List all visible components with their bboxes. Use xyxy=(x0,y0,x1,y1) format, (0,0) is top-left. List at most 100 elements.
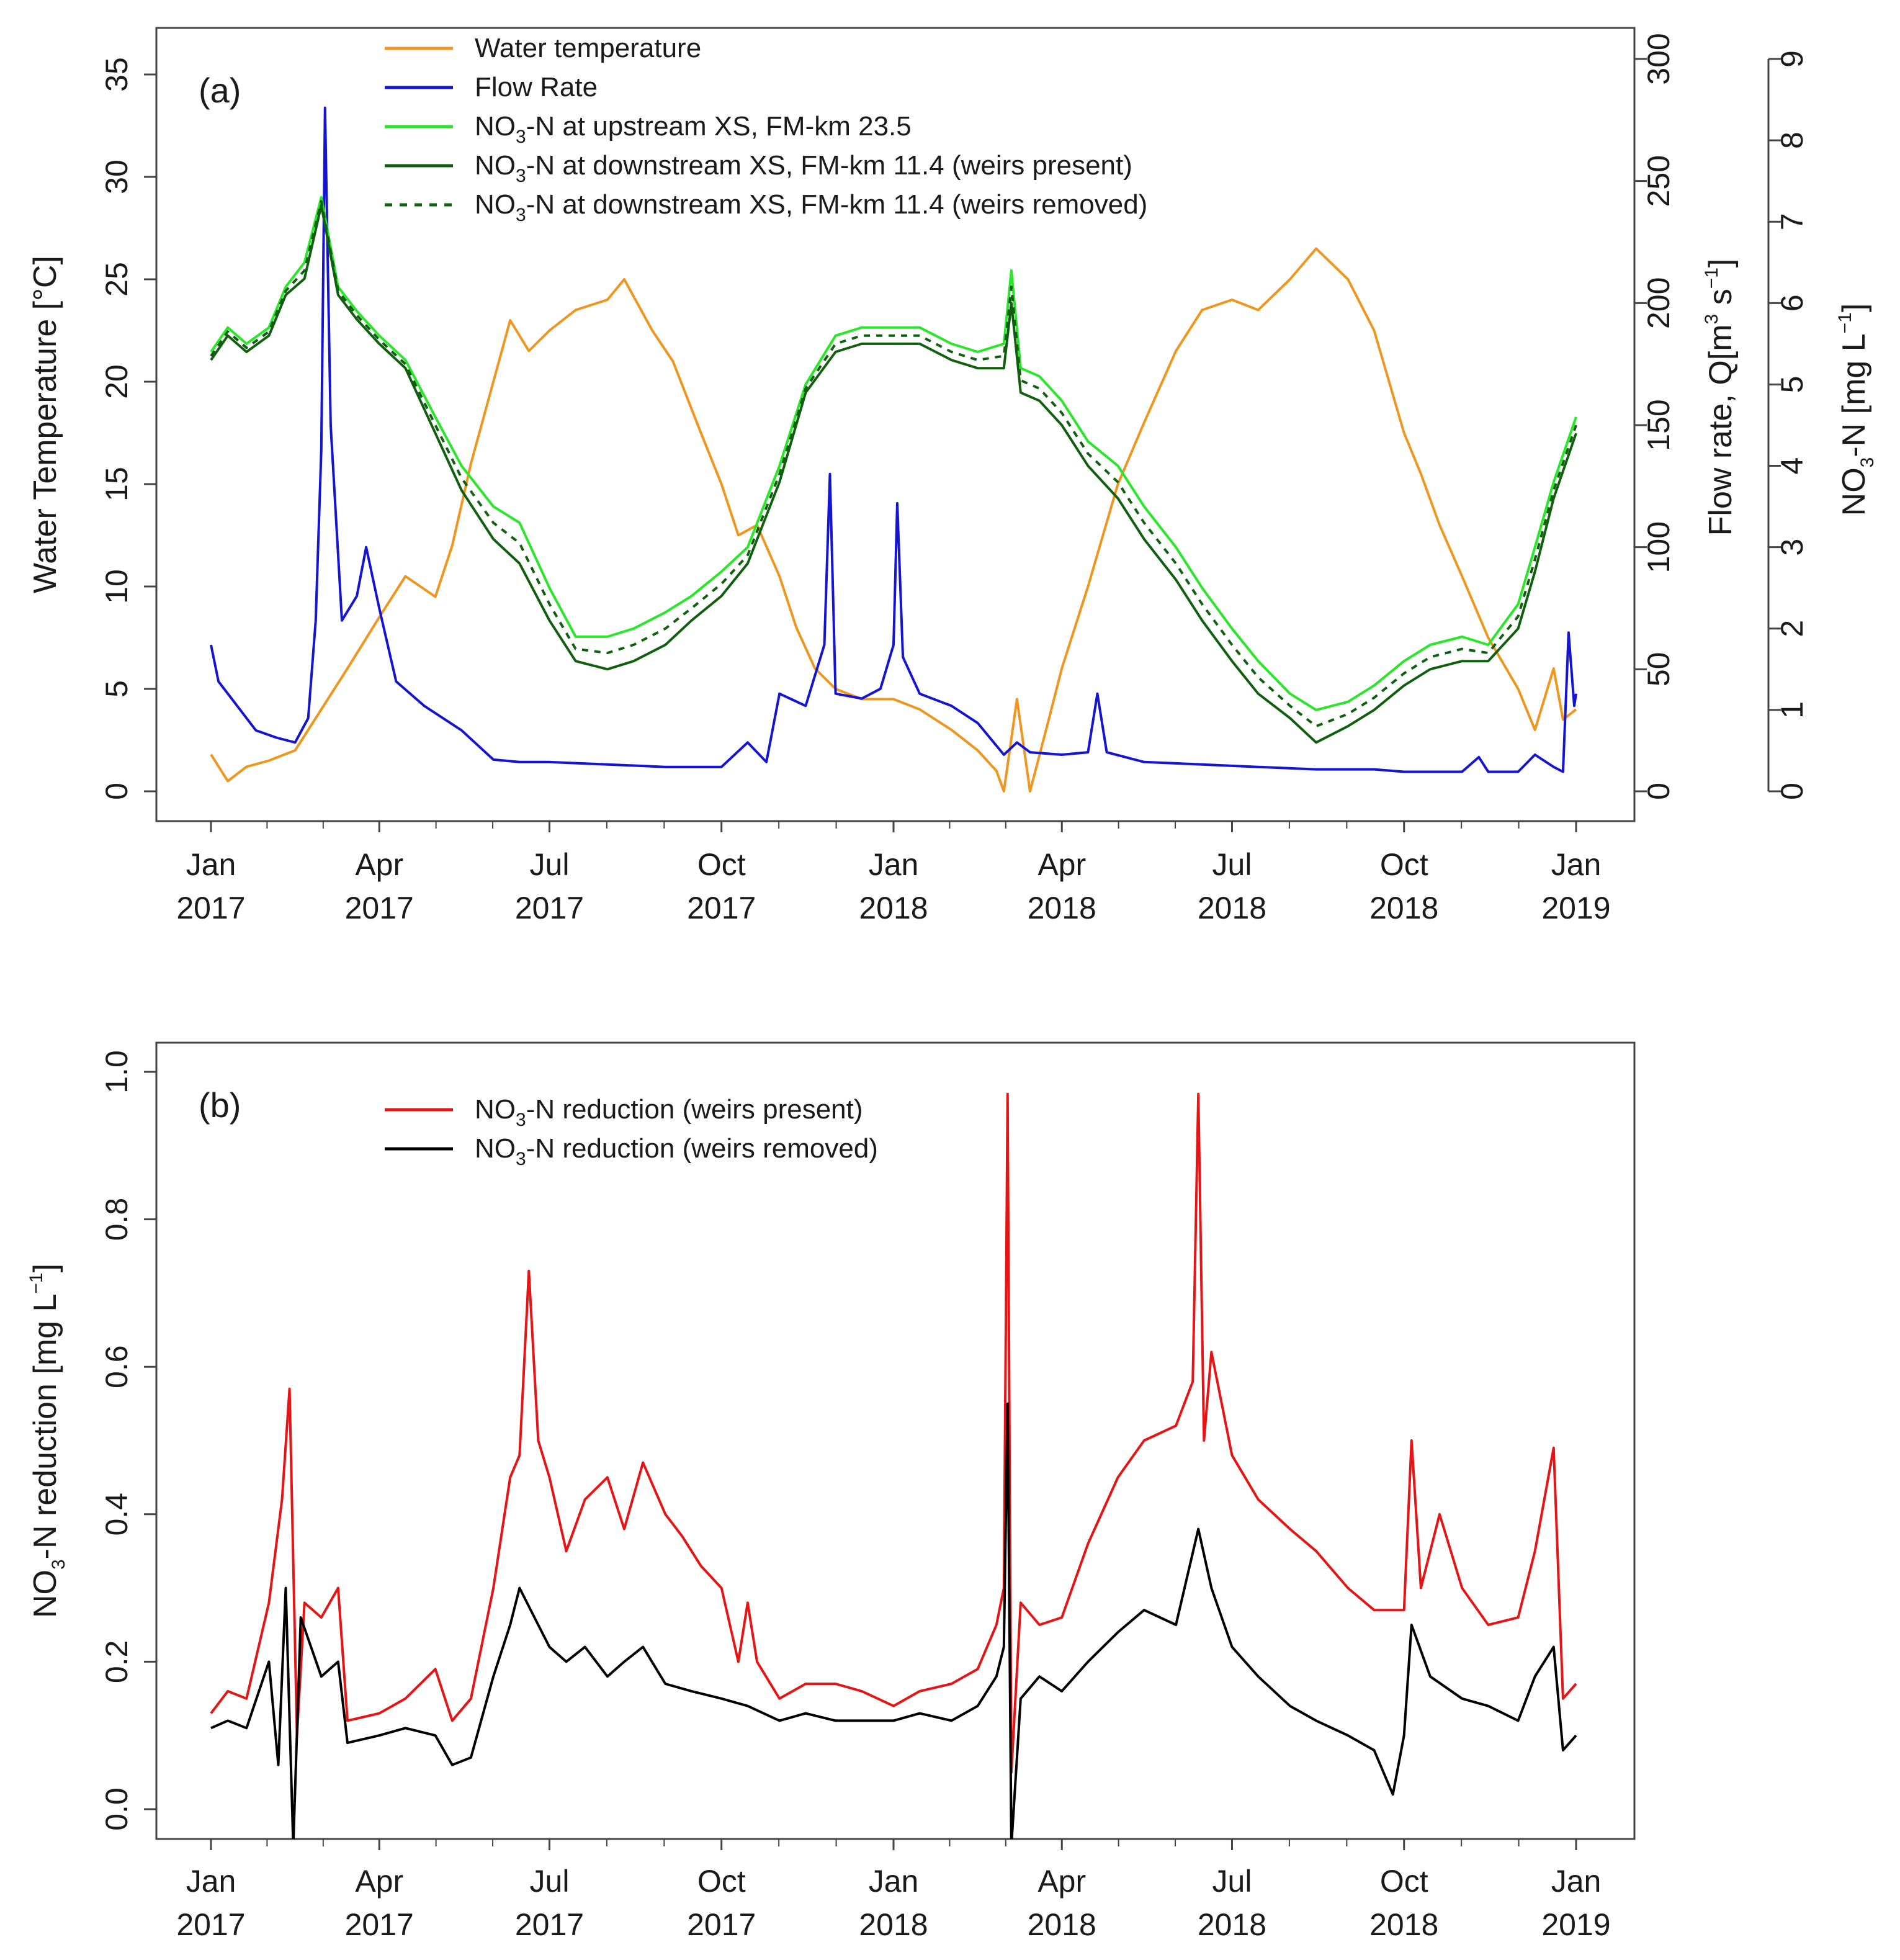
panel-a-chart: (a) Jan2017Apr2017Jul2017Oct2017Jan2018A… xyxy=(27,27,1878,925)
x-tick-year: 2018 xyxy=(859,891,928,925)
y-tick-label: 5 xyxy=(99,680,134,698)
y-tick-label: 0.8 xyxy=(99,1198,134,1241)
panel-a-series xyxy=(210,106,1577,793)
x-tick-month: Apr xyxy=(355,1864,403,1899)
x-tick-month: Apr xyxy=(1037,847,1086,882)
flow-axis-title: Flow rate, Q[m3 s−1] xyxy=(1701,259,1739,536)
series-line xyxy=(210,200,1577,728)
panel-b-label: (b) xyxy=(199,1086,241,1125)
x-tick-year: 2018 xyxy=(1198,891,1266,925)
x-tick-year: 2018 xyxy=(1198,1907,1266,1942)
y-tick-label: 0.4 xyxy=(99,1493,134,1536)
x-tick-month: Jan xyxy=(186,1864,236,1899)
nitrate-tick-label: 4 xyxy=(1775,457,1809,475)
y-tick-label: 15 xyxy=(99,467,134,501)
nitrate-tick-label: 2 xyxy=(1775,620,1809,637)
nitrate-tick-label: 9 xyxy=(1775,50,1809,68)
legend-entry: NO3-N at upstream XS, FM-km 23.5 xyxy=(475,111,912,147)
series-line xyxy=(210,204,1577,744)
x-tick-year: 2018 xyxy=(1369,891,1438,925)
panel-b-frame xyxy=(155,1041,1636,1840)
nitrate-axis-title: NO3-N [mg L−1] xyxy=(1835,303,1878,516)
x-tick-year: 2017 xyxy=(345,891,414,925)
nitrate-tick-label: 0 xyxy=(1775,783,1809,800)
flow-tick-label: 200 xyxy=(1641,277,1676,329)
panel-b-series xyxy=(210,1092,1577,1839)
x-tick-month: Jan xyxy=(869,1864,919,1899)
y-tick-label: 20 xyxy=(99,364,134,399)
panel-b-legend: NO3-N reduction (weirs present)NO3-N red… xyxy=(385,1094,878,1169)
series-line xyxy=(210,196,1577,711)
y-tick-label: 0.6 xyxy=(99,1345,134,1388)
series-line xyxy=(210,247,1577,793)
y-tick-label: 25 xyxy=(99,262,134,297)
flow-tick-label: 250 xyxy=(1641,155,1676,207)
x-tick-month: Jan xyxy=(1551,1864,1602,1899)
legend-entry: NO3-N reduction (weirs removed) xyxy=(475,1133,878,1169)
legend-entry: NO3-N at downstream XS, FM-km 11.4 (weir… xyxy=(475,150,1132,186)
x-tick-year: 2019 xyxy=(1541,1907,1610,1942)
nitrate-tick-label: 1 xyxy=(1775,701,1809,719)
legend-entry: Flow Rate xyxy=(475,72,598,102)
legend-entry: Water temperature xyxy=(475,33,701,63)
x-tick-year: 2019 xyxy=(1541,891,1610,925)
flow-tick-label: 150 xyxy=(1641,399,1676,451)
x-tick-month: Oct xyxy=(697,847,746,882)
x-tick-year: 2017 xyxy=(687,891,756,925)
series-line xyxy=(210,1092,1577,1774)
panel-a-nitrate-axis: 0 1 2 3 4 5 6 7 8 9 NO3-N [mg L−1] xyxy=(1767,50,1878,800)
panel-a-legend: Water temperature Flow Rate NO3-N at upstr… xyxy=(385,33,1147,225)
y-tick-label: 30 xyxy=(99,160,134,194)
panel-b-chart: (b) Jan 2017 Apr 2017 Jul 2017 Oct 2017 Jan 2018 A… xyxy=(26,1041,1636,1942)
panel-b-left-axis: 0.0 0.2 0.4 0.6 0.8 1.0 NO3-N reduction [mg L−… xyxy=(26,1050,156,1831)
x-tick-year: 2017 xyxy=(515,1907,584,1942)
x-tick-year: 2018 xyxy=(859,1907,928,1942)
panel-a-flow-axis: 0 50 100 150 200 250 300 Flow rate, Q[m3 s−1] xyxy=(1634,33,1739,800)
flow-tick-label: 300 xyxy=(1641,33,1676,84)
y-axis-title: NO3-N reduction [mg L−1] xyxy=(26,1264,69,1618)
x-tick-month: Jul xyxy=(530,847,570,882)
legend-entry: NO3-N reduction (weirs present) xyxy=(475,1094,863,1130)
panel-b-x-axis: Jan 2017 Apr 2017 Jul 2017 Oct 2017 Jan 2018 Apr 20… xyxy=(176,1839,1611,1942)
panel-a-label: (a) xyxy=(199,71,241,110)
legend-entry: NO3-N at downstream XS, FM-km 11.4 (weir… xyxy=(475,189,1147,225)
y-tick-label: 1.0 xyxy=(99,1050,134,1094)
panel-a-x-axis: Jan 2017 Apr 2017 Jul 2017 Oct 2017 Jan 2018 Apr 20… xyxy=(176,821,1611,925)
y-axis-title: Water Temperature [°C] xyxy=(27,256,63,593)
flow-tick-label: 50 xyxy=(1641,652,1676,687)
x-tick-month: Oct xyxy=(697,1864,746,1899)
flow-tick-label: 0 xyxy=(1641,783,1676,800)
nitrate-tick-label: 7 xyxy=(1775,213,1809,230)
nitrate-tick-label: 5 xyxy=(1775,376,1809,393)
flow-tick-label: 100 xyxy=(1641,521,1676,573)
panel-a-left-axis: 0 5 10 15 20 25 30 35 Water Temperature [°C] xyxy=(27,57,156,800)
y-tick-label: 0.0 xyxy=(99,1787,134,1831)
series-line xyxy=(210,106,1577,773)
x-tick-month: Apr xyxy=(355,847,403,882)
nitrate-tick-label: 3 xyxy=(1775,539,1809,556)
x-tick-month: Apr xyxy=(1037,1864,1086,1899)
x-tick-year: 2018 xyxy=(1028,891,1096,925)
x-tick-year: 2017 xyxy=(687,1907,756,1942)
y-tick-label: 10 xyxy=(99,569,134,604)
x-tick-year: 2018 xyxy=(1369,1907,1438,1942)
x-tick-month: Jan xyxy=(869,847,919,882)
series-line xyxy=(210,1402,1577,1839)
x-tick-year: 2017 xyxy=(176,1907,245,1942)
x-tick-year: 2017 xyxy=(345,1907,414,1942)
x-tick-month: Jul xyxy=(1212,847,1252,882)
x-tick-month: Oct xyxy=(1380,847,1428,882)
x-tick-month: Jul xyxy=(530,1864,570,1899)
x-tick-year: 2017 xyxy=(515,891,584,925)
y-tick-label: 35 xyxy=(99,57,134,92)
nitrate-tick-label: 8 xyxy=(1775,132,1809,149)
nitrate-tick-label: 6 xyxy=(1775,294,1809,312)
x-tick-year: 2018 xyxy=(1028,1907,1096,1942)
x-tick-month: Jul xyxy=(1212,1864,1252,1899)
x-tick-month: Oct xyxy=(1380,1864,1428,1899)
x-tick-month: Jan xyxy=(186,847,236,882)
x-tick-year: 2017 xyxy=(176,891,245,925)
x-tick-month: Jan xyxy=(1551,847,1602,882)
panel-a-frame xyxy=(155,27,1636,822)
